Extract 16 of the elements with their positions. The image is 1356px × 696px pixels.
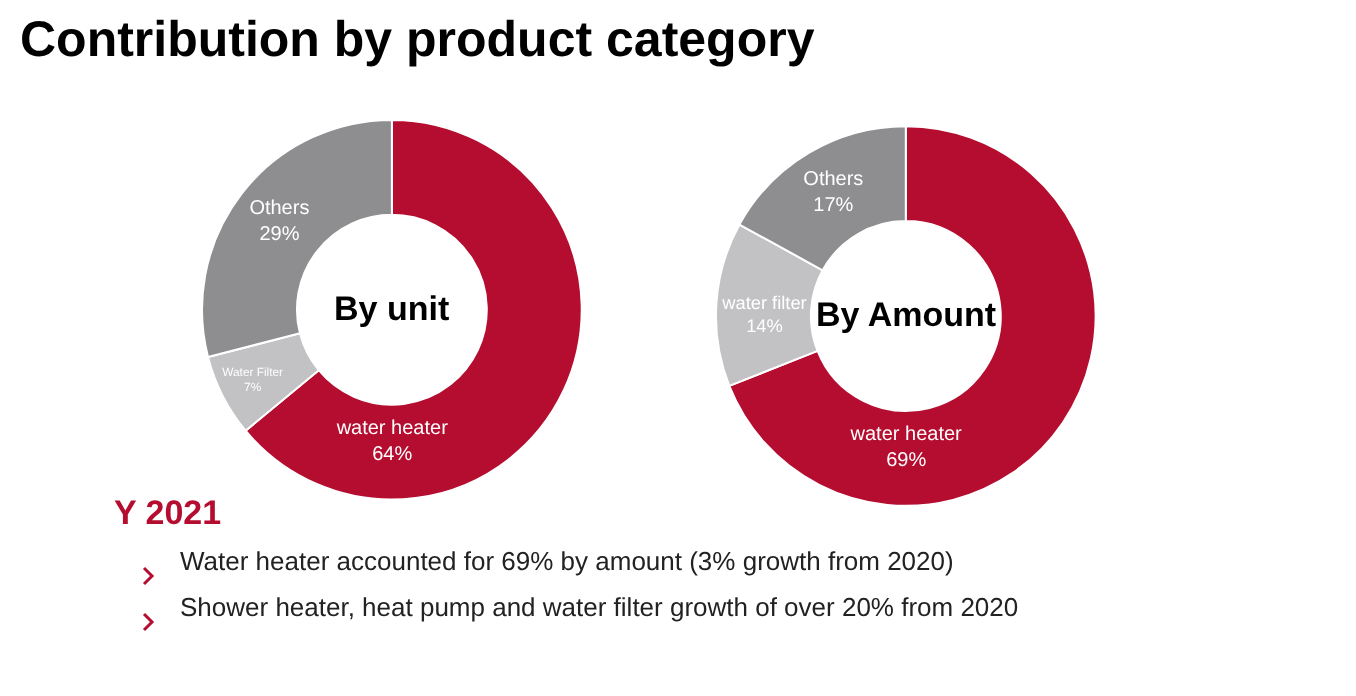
text: By Amount xyxy=(816,296,997,334)
slice-label: water filter xyxy=(720,292,807,313)
chart-title: Contribution by product category xyxy=(20,12,815,68)
text: By unit xyxy=(334,290,450,328)
slice-label: water heater xyxy=(334,418,450,441)
text: Water heater accounted for 69% by amount (3% growth from 2020) xyxy=(180,546,954,576)
slice-label: Others xyxy=(803,169,864,192)
text: Shower heater, heat pump and water filter growth of over 20% from 2020 xyxy=(180,592,1019,622)
slice-label: Others xyxy=(249,198,310,221)
data-label: 64% xyxy=(372,444,413,467)
text: Y 2021 xyxy=(114,494,222,532)
data-label: 14% xyxy=(746,316,783,337)
slice-label: water heater xyxy=(848,424,964,447)
data-label: 69% xyxy=(886,450,927,473)
data-label: 17% xyxy=(813,195,854,218)
data-label: 29% xyxy=(259,224,300,247)
